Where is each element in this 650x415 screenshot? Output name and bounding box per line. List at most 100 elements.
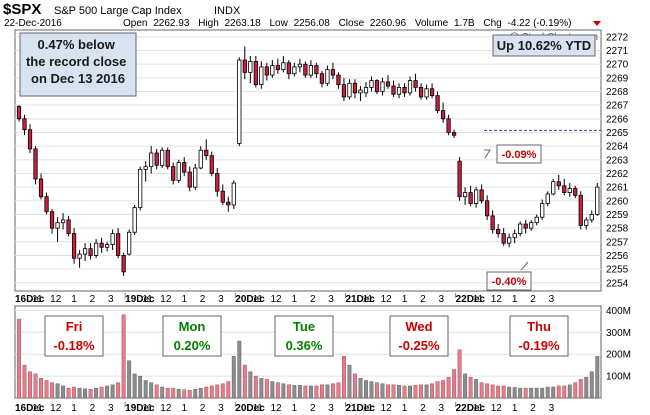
- candle-body: [99, 242, 104, 248]
- candle-body: [55, 222, 60, 229]
- candle-body: [193, 167, 198, 188]
- volume-bar: [182, 389, 187, 399]
- candle-body: [429, 88, 435, 96]
- volume-bar: [281, 383, 286, 399]
- x-tick-label: 12: [50, 403, 62, 414]
- price-tick-label: 2268: [606, 87, 629, 98]
- price-tick-label: 2264: [606, 142, 629, 153]
- candle-body: [424, 88, 429, 98]
- volume-bar: [534, 387, 539, 399]
- volume-bar: [347, 364, 352, 399]
- x-tick-label: 11: [363, 294, 374, 305]
- candle-body: [93, 242, 99, 256]
- volume-bar: [242, 364, 247, 399]
- volume-value: 1.7B: [454, 18, 475, 29]
- volume-bar: [380, 383, 385, 399]
- volume-bar: [551, 386, 556, 399]
- low-label: Low: [269, 18, 288, 29]
- volume-bar: [149, 382, 154, 399]
- x-tick-label: 2: [200, 294, 206, 305]
- ticker-name: S&P 500 Large Cap Index: [54, 5, 182, 17]
- candle-body: [556, 181, 561, 187]
- volume-bar: [413, 385, 418, 399]
- volume-bar: [496, 385, 501, 399]
- candlestick-series: [16, 46, 600, 276]
- candle-body: [215, 173, 220, 192]
- day-box-change: 0.36%: [286, 338, 323, 353]
- volume-bar: [364, 380, 368, 399]
- candle-body: [501, 233, 506, 244]
- volume-bar: [468, 376, 473, 399]
- x-tick-label: 12: [50, 294, 62, 305]
- day-box-name: Mon: [179, 319, 206, 334]
- day-box: [389, 315, 449, 357]
- x-tick-label: 3: [108, 294, 114, 305]
- volume-bar: [22, 364, 27, 399]
- volume-axis: 100M 200M 300M 400M: [606, 306, 631, 383]
- candle-body: [380, 81, 385, 92]
- x-tick-label: 1: [181, 403, 187, 414]
- volume-bar: [143, 380, 148, 399]
- candle-body: [369, 80, 374, 88]
- price-tick-label: 2254: [606, 278, 629, 289]
- price-tick-label: 2255: [606, 265, 629, 276]
- down-arrow-icon: [593, 21, 601, 26]
- candle-body: [446, 118, 451, 133]
- x-tick-label: 2: [90, 294, 96, 305]
- daily-change-boxes: Fri -0.18% Mon 0.20% Tue 0.36% Wed -0.25% Thu -0.…: [44, 315, 569, 357]
- volume-bar: [237, 340, 242, 399]
- candle-body: [71, 233, 77, 259]
- volume-bar: [353, 373, 357, 399]
- pct-bottom-pointer: [520, 261, 529, 271]
- candle-body: [165, 149, 170, 168]
- volume-bar: [595, 356, 600, 399]
- x-tick-label: 22Dec: [456, 403, 486, 414]
- day-box-change: -0.18%: [53, 338, 95, 353]
- candle-body: [540, 203, 545, 218]
- x-tick-label: 3: [218, 294, 224, 305]
- candle-body: [237, 59, 242, 144]
- candle-body: [154, 152, 159, 166]
- volume-bar: [105, 385, 110, 399]
- x-tick-label: 1: [71, 403, 77, 414]
- candle-body: [363, 86, 369, 94]
- high-value: 2263.18: [225, 18, 262, 29]
- candle-body: [198, 149, 203, 169]
- close-label: Close: [339, 18, 365, 29]
- volume-bar: [209, 385, 214, 399]
- volume-tick-label: 400M: [606, 306, 631, 317]
- volume-bar: [55, 383, 60, 399]
- volume-bar: [556, 385, 561, 399]
- candle-body: [391, 85, 396, 95]
- volume-bar: [485, 383, 490, 399]
- x-tick-label: 3: [438, 294, 444, 305]
- volume-bar: [61, 385, 66, 399]
- candle-body: [435, 95, 440, 112]
- candle-body: [105, 244, 110, 248]
- candle-body: [182, 162, 187, 173]
- candle-body: [171, 166, 176, 181]
- price-tick-label: 2266: [606, 114, 629, 125]
- candle-body: [402, 86, 407, 94]
- candle-body: [60, 219, 66, 224]
- day-box: [509, 315, 569, 357]
- x-tick-label: 11: [363, 403, 374, 414]
- volume-bar: [270, 381, 275, 399]
- x-tick-label: 2: [530, 294, 536, 305]
- pct-top-box: [496, 144, 542, 164]
- candle-body: [584, 219, 589, 226]
- candle-body: [325, 69, 330, 84]
- volume-bar: [127, 360, 132, 399]
- price-tick-label: 2260: [606, 196, 629, 207]
- candle-body: [187, 171, 192, 188]
- price-tick-label: 2270: [606, 60, 629, 71]
- volume-bar: [88, 388, 93, 399]
- candle-body: [518, 223, 523, 235]
- candle-body: [451, 132, 457, 136]
- volume-bar: [435, 381, 440, 399]
- candle-body: [176, 162, 181, 181]
- volume-bar: [562, 385, 567, 399]
- x-tick-label: 3: [328, 403, 334, 414]
- candle-body: [578, 194, 583, 226]
- volume-bar: [446, 376, 451, 399]
